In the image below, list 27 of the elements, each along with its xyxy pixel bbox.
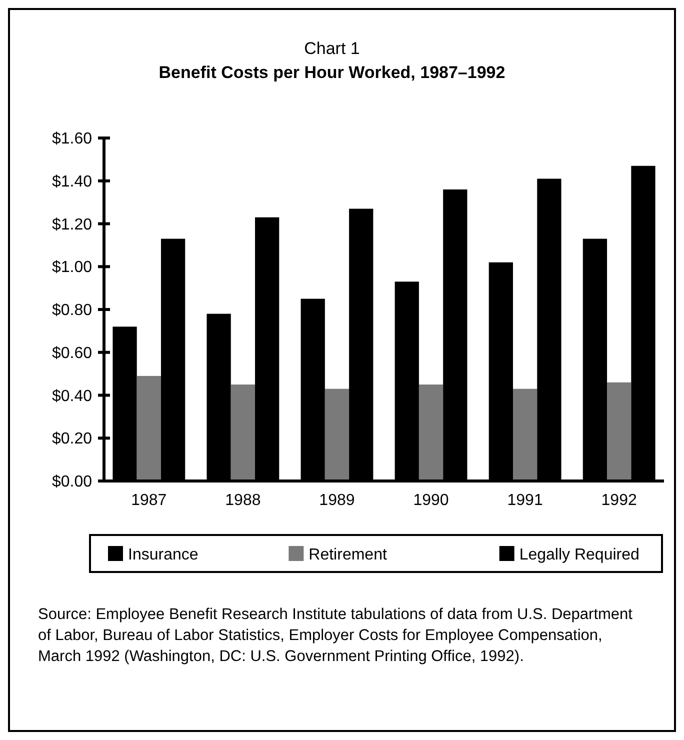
legend-label: Insurance (128, 546, 198, 564)
y-tick-label: $0.20 (52, 430, 92, 448)
y-tick-label: $1.40 (52, 173, 92, 190)
x-tick-label: 1992 (601, 492, 637, 509)
bar (230, 384, 256, 481)
x-tick-label: 1988 (225, 492, 261, 509)
x-tick-label: 1990 (413, 492, 449, 509)
y-tick-label: $0.40 (52, 388, 92, 405)
y-tick-label: $1.20 (52, 216, 92, 234)
y-tick-label: $0.80 (52, 302, 92, 320)
bar (418, 384, 444, 481)
bar (136, 376, 161, 481)
legend-label: Legally Required (519, 546, 640, 564)
bar (324, 388, 350, 481)
chart-subtitle: Benefit Costs per Hour Worked, 1987–1992 (158, 63, 506, 82)
bar (512, 388, 538, 481)
source-note: Source: Employee Benefit Research Institute tabulations of data from U.S. Department of Labor, Bureau of Labor Statistics, Employer Costs for Employee Compensation, March 1992 (Washington, DC: U.S. Government Printing Office, 1992). (38, 605, 634, 667)
legend-label: Retirement (308, 546, 388, 564)
bar (607, 382, 632, 481)
y-tick-label: $0.60 (52, 344, 92, 362)
y-tick-label: $0.00 (52, 474, 92, 491)
chart-title: Chart 1 (304, 39, 360, 58)
y-tick-label: $1.60 (52, 130, 92, 148)
y-tick-label: $1.00 (52, 259, 92, 276)
x-tick-label: 1987 (131, 492, 167, 509)
x-tick-label: 1989 (319, 492, 355, 509)
x-tick-label: 1991 (507, 492, 543, 509)
